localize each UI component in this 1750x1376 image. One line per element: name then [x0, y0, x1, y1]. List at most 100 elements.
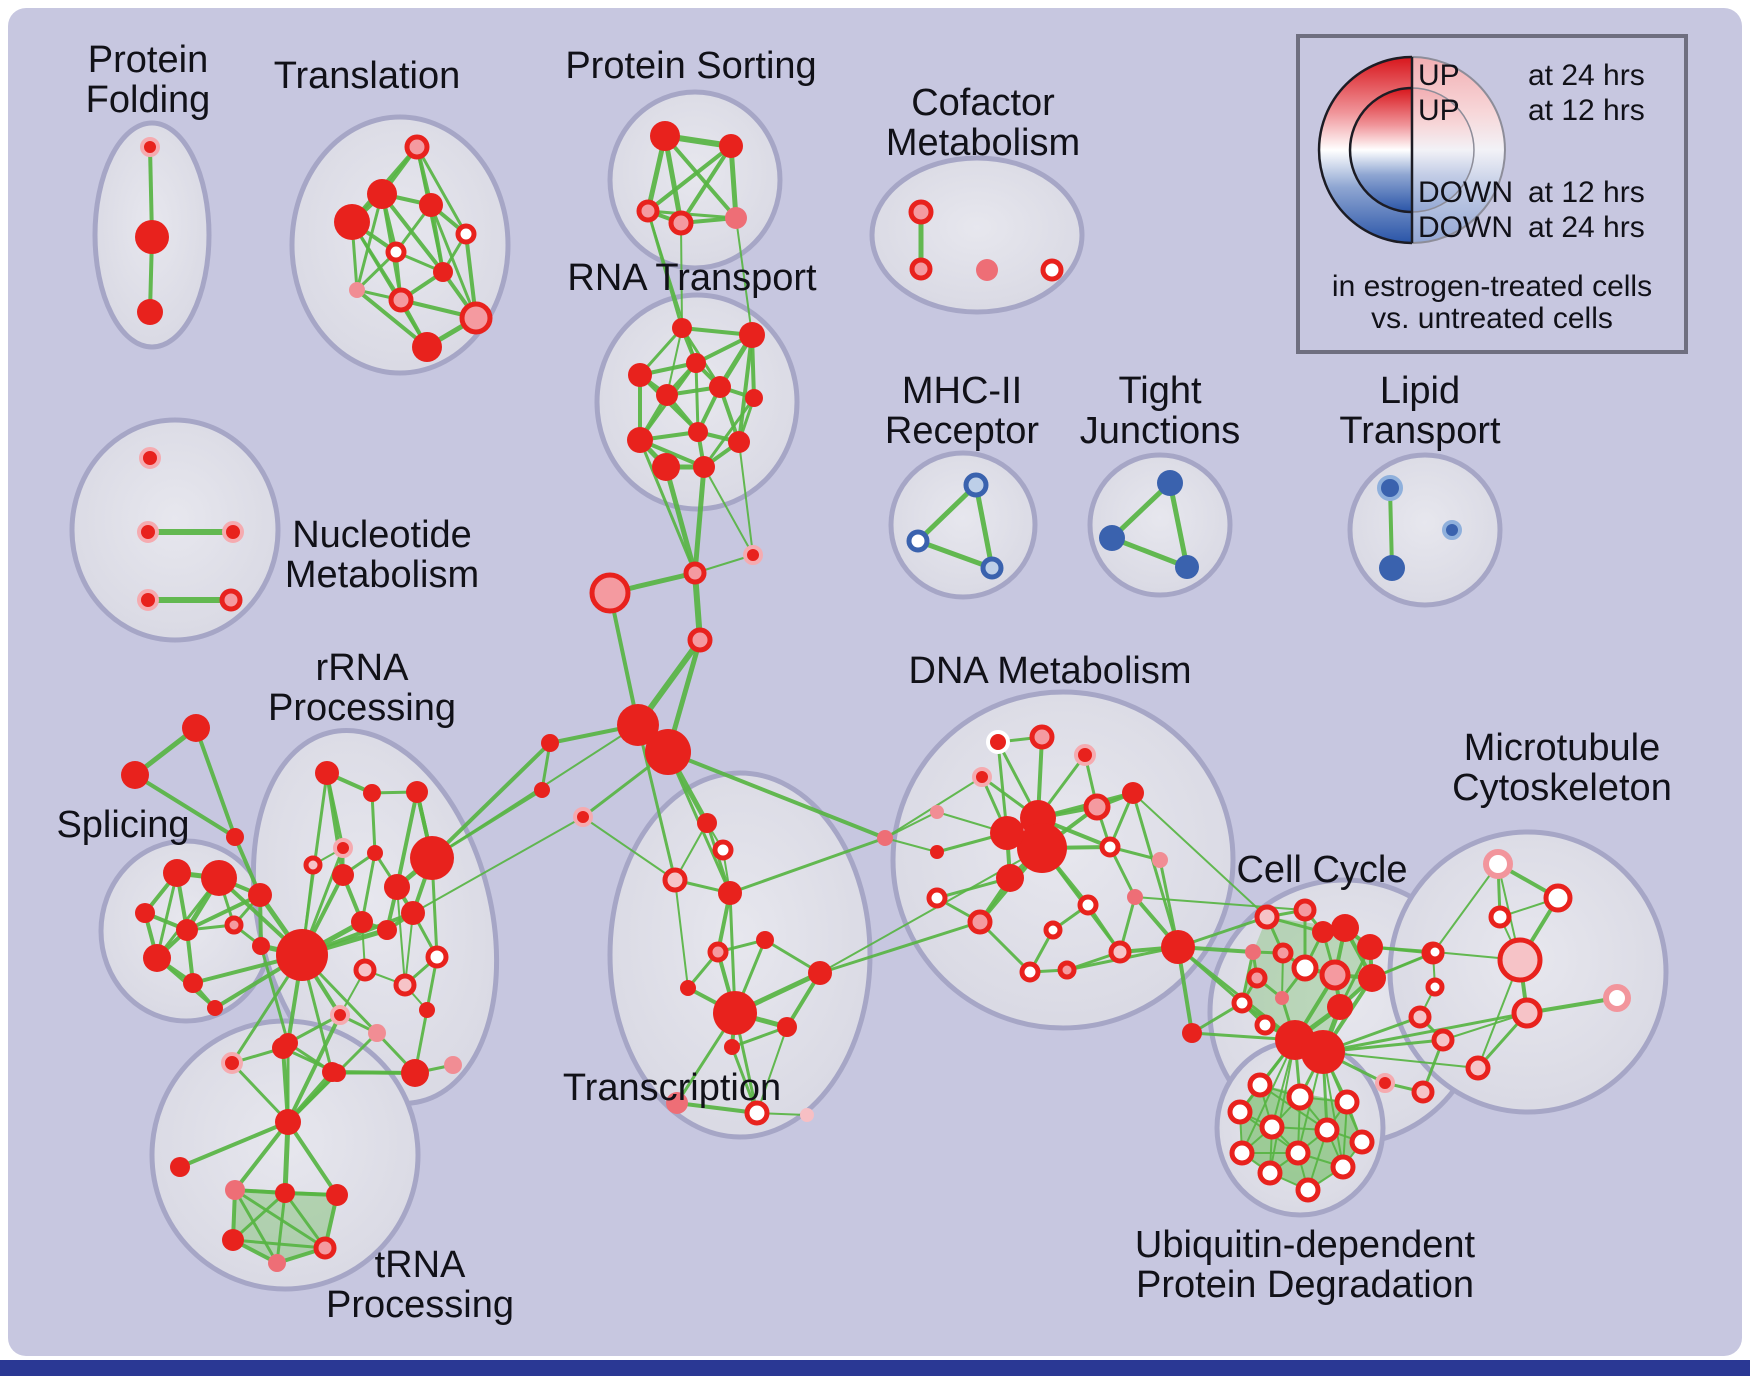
node-sp-3 [176, 919, 198, 941]
node-pf-0 [140, 137, 160, 157]
node-cc-23 [1411, 1080, 1435, 1104]
cluster-label-tn: tRNA [375, 1244, 466, 1286]
node-tx-9 [777, 1017, 797, 1037]
node-mt-1 [1543, 883, 1573, 913]
node-mh-0 [963, 472, 989, 498]
legend-time-label: at 12 hrs [1528, 176, 1645, 209]
node-ps-1 [719, 134, 743, 158]
cluster-label-mh: MHC-II [902, 370, 1022, 412]
node-tx-3 [718, 881, 742, 905]
edge-tn [231, 1238, 327, 1250]
node-bb-11 [226, 828, 244, 846]
edge-dn [884, 837, 938, 853]
node-tn-2 [221, 1052, 243, 1074]
cluster-label-mt: Cytoskeleton [1452, 767, 1672, 809]
node-tx-12 [744, 1100, 770, 1126]
node-tn-3 [272, 1037, 294, 1059]
edge-tn [275, 1191, 287, 1265]
node-tr-10 [412, 332, 442, 362]
node-ub-3 [1227, 1099, 1253, 1125]
node-cf-3 [1040, 258, 1064, 282]
node-rt-6 [745, 389, 763, 407]
node-tr-2 [367, 179, 397, 209]
edge-sp [185, 893, 262, 932]
legend-glyph-arc [1411, 87, 1475, 213]
edge-inter [412, 816, 584, 914]
node-rr-13 [353, 958, 377, 982]
node-dn-18 [1043, 920, 1063, 940]
node-rr-5 [332, 864, 354, 886]
edge-tn [230, 1061, 290, 1124]
node-tn-0 [275, 1109, 301, 1135]
edge-inter [1132, 792, 1268, 918]
edge-inter [818, 920, 982, 975]
node-sp-8 [252, 937, 270, 955]
node-cc-14 [1275, 991, 1289, 1005]
legend-direction-label: DOWN [1418, 176, 1513, 209]
node-tx-1 [712, 839, 734, 861]
legend-time-label: at 24 hrs [1528, 211, 1645, 244]
cluster-label-mh: Receptor [885, 410, 1040, 452]
node-bb-0 [589, 572, 631, 614]
node-cc-22 [1375, 1073, 1395, 1093]
node-dn-3 [972, 767, 992, 787]
node-dn-16 [967, 909, 993, 935]
edge-tr [355, 192, 384, 292]
node-rr-21 [401, 1059, 429, 1087]
node-tr-8 [388, 287, 414, 313]
edge-ps [646, 209, 738, 220]
node-ub-6 [1349, 1129, 1375, 1155]
bottom-bar [0, 1360, 1750, 1376]
edge-inter [663, 464, 698, 576]
legend-glyph-inner-right [1412, 88, 1474, 212]
node-ub-4 [1259, 1114, 1285, 1140]
node-rt-2 [686, 353, 706, 373]
legend-direction-label: UP [1418, 94, 1460, 127]
node-rr-10 [351, 911, 373, 933]
edge-rt [666, 327, 683, 396]
node-tr-6 [433, 262, 453, 282]
node-rt-0 [672, 318, 692, 338]
node-rt-10 [693, 456, 715, 478]
node-mh-2 [980, 556, 1004, 580]
node-tx-13 [800, 1108, 814, 1122]
node-lt-2 [1442, 520, 1462, 540]
node-ub-9 [1330, 1154, 1356, 1180]
edge-inter [194, 726, 237, 839]
node-rt-3 [628, 363, 652, 387]
node-rt-5 [709, 376, 731, 398]
cluster-label-lt: Lipid [1380, 370, 1460, 412]
cluster-label-tj: Tight [1118, 370, 1202, 412]
node-ub-5 [1314, 1117, 1340, 1143]
node-bb-10 [121, 761, 149, 789]
node-dn-6 [1122, 782, 1144, 804]
node-ub-1 [1286, 1083, 1314, 1111]
node-rr-6 [367, 845, 383, 861]
node-rr-22 [444, 1056, 462, 1074]
node-tr-5 [385, 241, 407, 263]
cluster-label-rt: RNA Transport [567, 257, 817, 299]
node-sp-7 [224, 915, 244, 935]
node-cc-5 [1357, 934, 1383, 960]
node-bb-7 [534, 782, 550, 798]
node-mt-2 [1488, 905, 1512, 929]
node-rr-11 [377, 920, 397, 940]
node-tx-0 [697, 813, 717, 833]
node-dn-15 [926, 887, 948, 909]
node-dn-20 [1108, 940, 1132, 964]
edge-rr [404, 912, 414, 986]
node-dn-0 [986, 730, 1010, 754]
node-tr-7 [349, 282, 365, 298]
node-bb-2 [743, 545, 763, 565]
edge-tr [350, 220, 429, 349]
edge-inter [608, 591, 640, 727]
node-tr-4 [455, 223, 477, 245]
edge-tn [233, 1120, 290, 1192]
node-sp-5 [183, 973, 203, 993]
cluster-label-cf: Cofactor [911, 82, 1055, 124]
node-rt-1 [739, 322, 765, 348]
node-rt-8 [627, 427, 653, 453]
node-dn-8 [1017, 823, 1067, 873]
node-ub-2 [1334, 1089, 1360, 1115]
node-tx-7 [808, 961, 832, 985]
